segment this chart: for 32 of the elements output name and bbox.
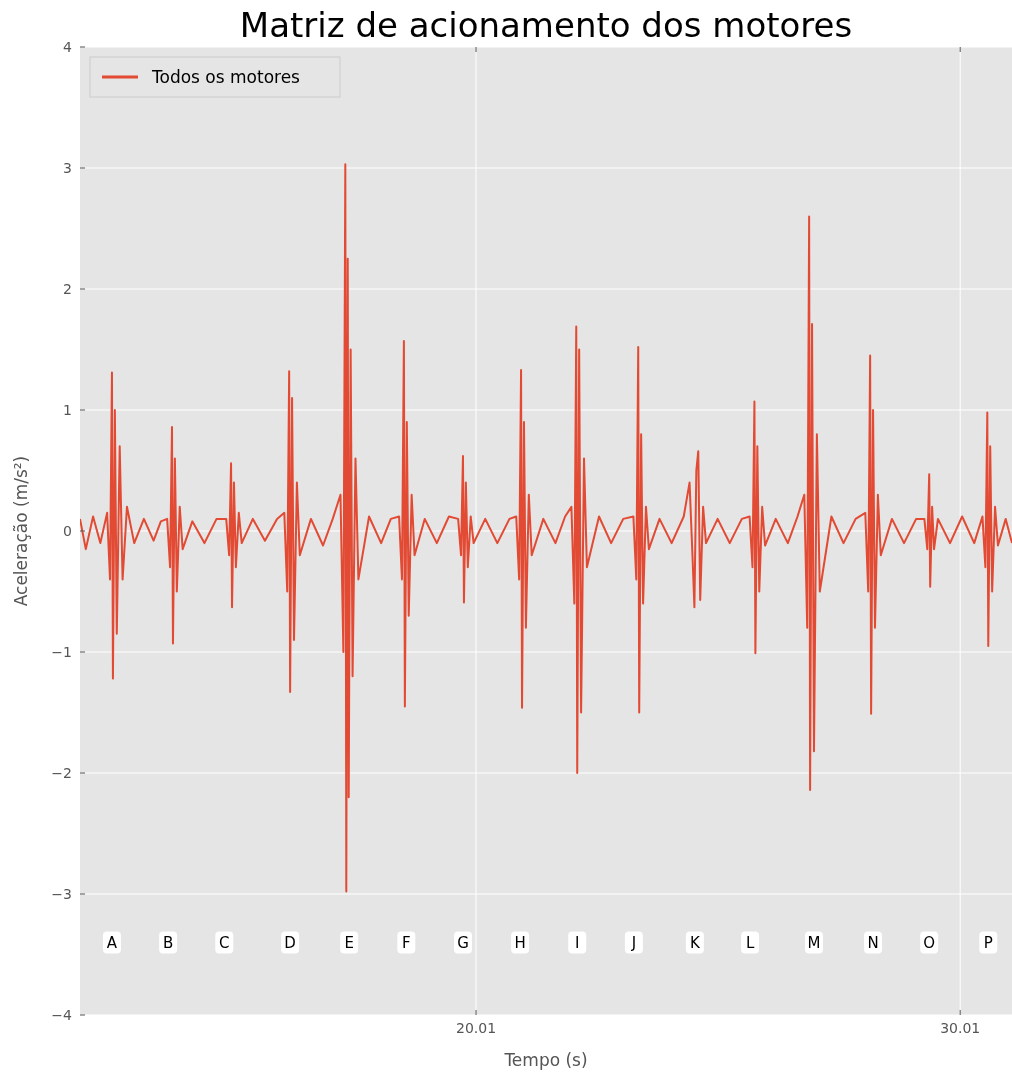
- x-tick-label: 20.01: [455, 1020, 497, 1036]
- x-axis-title: Tempo (s): [503, 1050, 588, 1070]
- annotation: N: [867, 933, 879, 952]
- annotation: F: [402, 933, 411, 952]
- y-tick-label: 1: [63, 401, 72, 418]
- annotation: C: [219, 933, 230, 952]
- annotation: I: [575, 933, 580, 952]
- annotation: M: [807, 933, 821, 952]
- annotation: K: [689, 933, 701, 952]
- y-tick-label: 0: [63, 522, 72, 539]
- annotation: P: [983, 933, 993, 952]
- annotation: O: [923, 933, 936, 952]
- y-tick-label: 4: [63, 38, 73, 55]
- x-tick-label: 30.01: [940, 1020, 981, 1036]
- y-tick-label: −4: [51, 1006, 73, 1023]
- y-tick-label: −1: [51, 643, 72, 660]
- annotation: B: [162, 933, 174, 952]
- y-tick-label: 3: [63, 159, 72, 176]
- legend-label: Todos os motores: [151, 66, 301, 87]
- y-axis-title: Aceleração (m/s²): [11, 455, 31, 607]
- annotation: L: [745, 933, 755, 952]
- y-tick-label: −3: [51, 885, 72, 902]
- y-tick-label: −2: [51, 764, 72, 781]
- annotation: G: [457, 933, 469, 952]
- y-tick-label: 2: [63, 280, 72, 297]
- line-series: [80, 163, 1012, 893]
- annotation: H: [514, 933, 526, 952]
- annotation: J: [630, 933, 637, 952]
- chart-title: Matriz de acionamento dos motores: [239, 5, 853, 45]
- annotation: E: [344, 933, 354, 952]
- annotation: A: [106, 933, 118, 952]
- annotation: D: [284, 933, 296, 952]
